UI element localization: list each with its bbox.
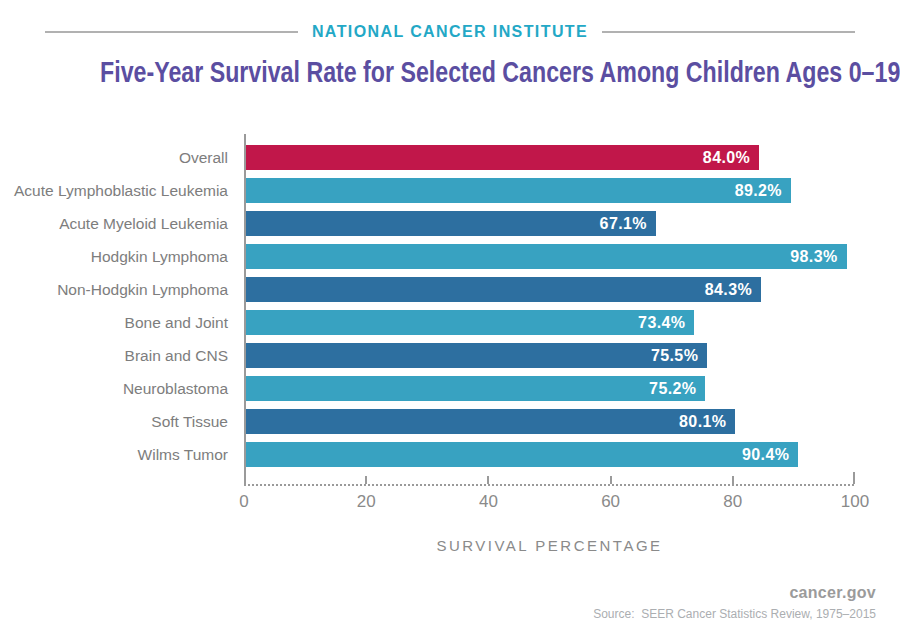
bar-value-label: 67.1% bbox=[600, 215, 647, 233]
bar-value-label: 90.4% bbox=[742, 446, 789, 464]
bar: 98.3% bbox=[246, 244, 847, 269]
bar-row: Overall 84.0% bbox=[0, 145, 847, 170]
x-axis-line bbox=[244, 484, 855, 486]
x-tick-label: 100 bbox=[827, 492, 883, 512]
x-tick-label: 40 bbox=[460, 492, 516, 512]
x-tick-label: 20 bbox=[338, 492, 394, 512]
bar-row: Acute Lymphoblastic Leukemia 89.2% bbox=[0, 178, 847, 203]
bar-value-label: 75.2% bbox=[649, 380, 696, 398]
x-tick-label: 80 bbox=[705, 492, 761, 512]
bar-category-label: Acute Myeloid Leukemia bbox=[0, 215, 228, 233]
bar-row: Acute Myeloid Leukemia 67.1% bbox=[0, 211, 847, 236]
bar-value-label: 84.3% bbox=[705, 281, 752, 299]
bar-value-label: 98.3% bbox=[790, 248, 837, 266]
x-tick-label: 60 bbox=[583, 492, 639, 512]
bar-category-label: Hodgkin Lymphoma bbox=[0, 248, 228, 266]
masthead-rule-left bbox=[45, 31, 298, 33]
x-tick-label: 0 bbox=[216, 492, 272, 512]
masthead-rule-right bbox=[602, 31, 855, 33]
bar-category-label: Acute Lymphoblastic Leukemia bbox=[0, 182, 228, 200]
bar-value-label: 73.4% bbox=[638, 314, 685, 332]
bar-row: Non-Hodgkin Lymphoma 84.3% bbox=[0, 277, 847, 302]
masthead: NATIONAL CANCER INSTITUTE bbox=[45, 23, 855, 41]
bar-category-label: Brain and CNS bbox=[0, 347, 228, 365]
infographic-page: NATIONAL CANCER INSTITUTE Five-Year Surv… bbox=[0, 0, 900, 642]
bar-row: Hodgkin Lymphoma 98.3% bbox=[0, 244, 847, 269]
bar-category-label: Non-Hodgkin Lymphoma bbox=[0, 281, 228, 299]
x-tick-mark bbox=[487, 476, 489, 484]
bar: 90.4% bbox=[246, 442, 798, 467]
x-axis-title: SURVIVAL PERCENTAGE bbox=[244, 537, 855, 554]
bar-value-label: 89.2% bbox=[735, 182, 782, 200]
bar-value-label: 80.1% bbox=[679, 413, 726, 431]
bar: 89.2% bbox=[246, 178, 791, 203]
x-tick-mark bbox=[732, 476, 734, 484]
bar-category-label: Neuroblastoma bbox=[0, 380, 228, 398]
bar: 84.0% bbox=[246, 145, 759, 170]
footer: cancer.gov Source: SEER Cancer Statistic… bbox=[593, 584, 876, 621]
cancer-gov-link[interactable]: cancer.gov bbox=[593, 584, 876, 602]
bars-container: Overall 84.0% Acute Lymphoblastic Leukemia… bbox=[0, 145, 847, 467]
bar: 75.2% bbox=[246, 376, 705, 401]
page-title: Five-Year Survival Rate for Selected Can… bbox=[0, 50, 900, 94]
bar-row: Neuroblastoma 75.2% bbox=[0, 376, 847, 401]
bar-row: Soft Tissue 80.1% bbox=[0, 409, 847, 434]
bar-value-label: 75.5% bbox=[651, 347, 698, 365]
x-tick-mark bbox=[853, 472, 855, 484]
bar-row: Bone and Joint 73.4% bbox=[0, 310, 847, 335]
x-tick-mark bbox=[610, 476, 612, 484]
x-tick-mark bbox=[365, 476, 367, 484]
bar-value-label: 84.0% bbox=[703, 149, 750, 167]
bar: 67.1% bbox=[246, 211, 656, 236]
bar-row: Brain and CNS 75.5% bbox=[0, 343, 847, 368]
bar-category-label: Bone and Joint bbox=[0, 314, 228, 332]
bar: 80.1% bbox=[246, 409, 735, 434]
bar-category-label: Overall bbox=[0, 149, 228, 167]
bar: 84.3% bbox=[246, 277, 761, 302]
bar-row: Wilms Tumor 90.4% bbox=[0, 442, 847, 467]
source-citation: Source: SEER Cancer Statistics Review, 1… bbox=[593, 607, 876, 621]
institute-label: NATIONAL CANCER INSTITUTE bbox=[312, 23, 588, 41]
bar: 75.5% bbox=[246, 343, 707, 368]
bar-category-label: Wilms Tumor bbox=[0, 446, 228, 464]
bar: 73.4% bbox=[246, 310, 694, 335]
bar-category-label: Soft Tissue bbox=[0, 413, 228, 431]
